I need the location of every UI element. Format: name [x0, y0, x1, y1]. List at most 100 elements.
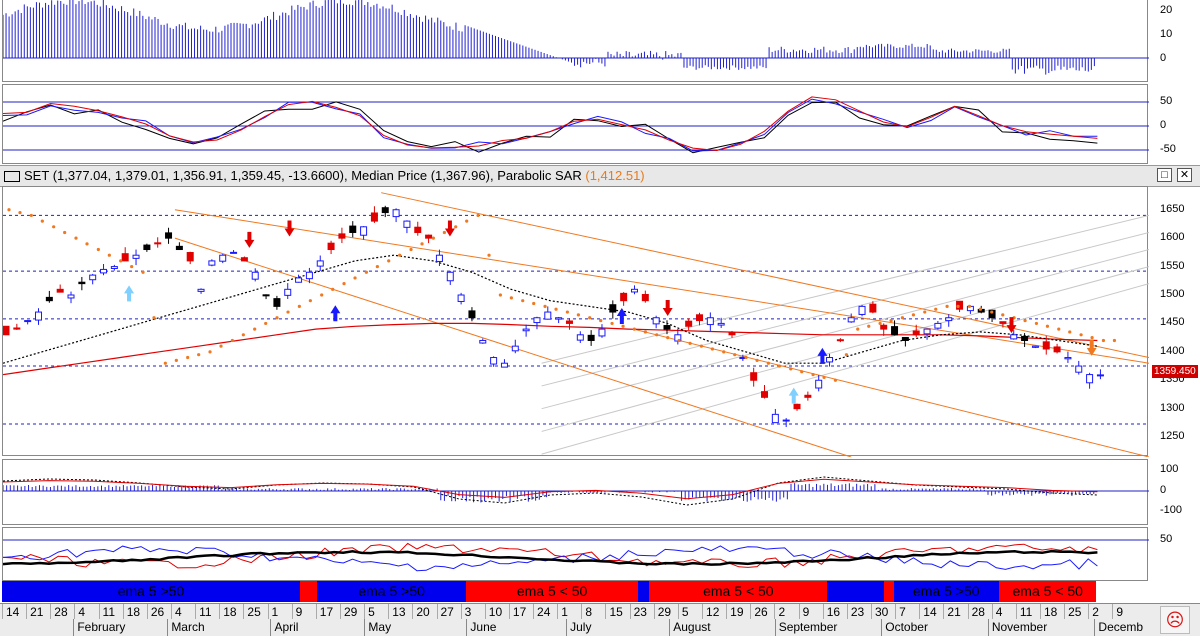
sar-dot: [822, 375, 826, 380]
date-tick-label: 28: [50, 604, 74, 620]
ema-segment: ema 5 >50: [2, 581, 300, 602]
candle-body: [305, 271, 313, 280]
sar-dot: [141, 270, 145, 274]
sar-dot: [688, 341, 692, 345]
candle-body: [761, 391, 769, 398]
candle-body: [143, 244, 151, 251]
sar-dot: [431, 236, 435, 240]
sar-dot: [208, 350, 212, 354]
sar-dot: [576, 313, 580, 317]
date-tick-label: 11: [98, 604, 123, 620]
gray-channel-line: [541, 249, 1149, 410]
candle-body: [435, 254, 443, 262]
sar-dot: [655, 333, 659, 337]
sar-dot: [565, 310, 569, 314]
sar-dot: [40, 219, 44, 223]
sar-dot: [610, 321, 614, 326]
candle-body: [641, 294, 649, 302]
date-tick-label: 2: [774, 604, 798, 620]
gray-channel-line: [541, 231, 1149, 387]
oscillator-plot: [2, 84, 1149, 164]
sar-dot: [532, 301, 536, 306]
signal-arrow-icon: [284, 220, 295, 237]
candle-body: [696, 314, 704, 322]
sar-dot: [398, 253, 402, 257]
sar-dot: [1057, 327, 1061, 331]
date-tick-label: 27: [436, 604, 461, 620]
sar-dot: [1023, 318, 1027, 323]
candle-body: [522, 328, 530, 332]
date-tick-label: 25: [243, 604, 267, 620]
price-tick-label: 1500: [1160, 288, 1185, 300]
date-tick-label: 30: [871, 604, 895, 620]
sar-dot: [1079, 333, 1083, 337]
sar-dot: [554, 307, 558, 311]
sar-dot: [755, 358, 759, 362]
candle-body: [1096, 374, 1104, 377]
candle-body: [500, 362, 508, 368]
date-tick-label: 14: [919, 604, 943, 620]
sar-dot: [331, 287, 335, 291]
candle-body: [132, 254, 140, 259]
strength-red-line: [3, 542, 1098, 569]
signal-arrow-icon: [662, 300, 673, 317]
signal-arrow-icon: [1006, 317, 1017, 334]
date-tick-label: 25: [1064, 604, 1088, 620]
candle-body: [13, 327, 21, 330]
price-tick-label: 1450: [1160, 316, 1185, 329]
sar-dot: [342, 282, 346, 286]
price-tick-label: 1650: [1160, 202, 1185, 215]
ema-signal-row: ema 5 >50 ema 5 >50 ema 5 < 50 ema 5 >50 ema…: [2, 581, 1148, 602]
gray-channel-line: [541, 214, 1149, 364]
strength-svg: [3, 539, 1149, 572]
sar-dot: [29, 213, 33, 218]
month-label: October: [881, 619, 928, 636]
sar-dot: [588, 316, 592, 320]
sar-dot: [677, 338, 681, 343]
month-label: Decemb: [1094, 619, 1143, 636]
close-button[interactable]: ✕: [1177, 168, 1192, 182]
candle-body: [901, 337, 909, 341]
ema-segment: [827, 581, 885, 602]
top-histogram-svg: [3, 0, 1149, 75]
candle-body: [1042, 341, 1050, 350]
candle-body: [392, 209, 400, 218]
candle-body: [1064, 357, 1072, 360]
candle-body: [403, 220, 411, 228]
sad-face-icon[interactable]: ☹: [1160, 606, 1190, 634]
sar-dot: [442, 230, 446, 235]
candle-body: [425, 234, 433, 239]
candle-body: [154, 242, 162, 245]
date-tick-label: 26: [750, 604, 774, 620]
maximize-button[interactable]: □: [1157, 168, 1172, 182]
candle-body: [652, 317, 660, 325]
sar-dot: [800, 370, 804, 374]
candle-body: [620, 292, 628, 302]
trend-channel-line: [174, 209, 1149, 364]
sar-dot: [632, 327, 636, 331]
ema-segment: ema 5 < 50: [999, 581, 1097, 602]
date-axis: 14 21 28 4 11 18 26 4 11 18 25 1 9 17 29 5 13 20 27 3 10 17 24…: [0, 603, 1200, 620]
last-price-label: 1359.450: [1152, 365, 1198, 378]
sar-dot: [107, 253, 111, 257]
candle-body: [934, 322, 942, 329]
candle-body: [880, 324, 888, 330]
sar-dot: [275, 316, 279, 320]
osc-tick-0: 0: [1160, 119, 1167, 131]
candle-body: [685, 320, 693, 327]
candle-body: [815, 379, 823, 389]
sar-dot: [733, 353, 737, 357]
sar-dot: [777, 364, 782, 368]
candle-body: [219, 254, 227, 262]
date-tick-label: 18: [219, 604, 243, 620]
candle-body: [121, 253, 129, 262]
price-tick-label: 1300: [1160, 401, 1185, 414]
signal-arrow-icon: [1086, 339, 1097, 356]
sar-dot: [1045, 324, 1050, 328]
month-label: November: [987, 619, 1047, 636]
candle-body: [1053, 346, 1061, 353]
candle-body: [3, 325, 10, 336]
candle-body: [988, 309, 996, 319]
macd-pane: 100 0 -100: [0, 459, 1200, 525]
date-tick-label: 19: [726, 604, 750, 620]
